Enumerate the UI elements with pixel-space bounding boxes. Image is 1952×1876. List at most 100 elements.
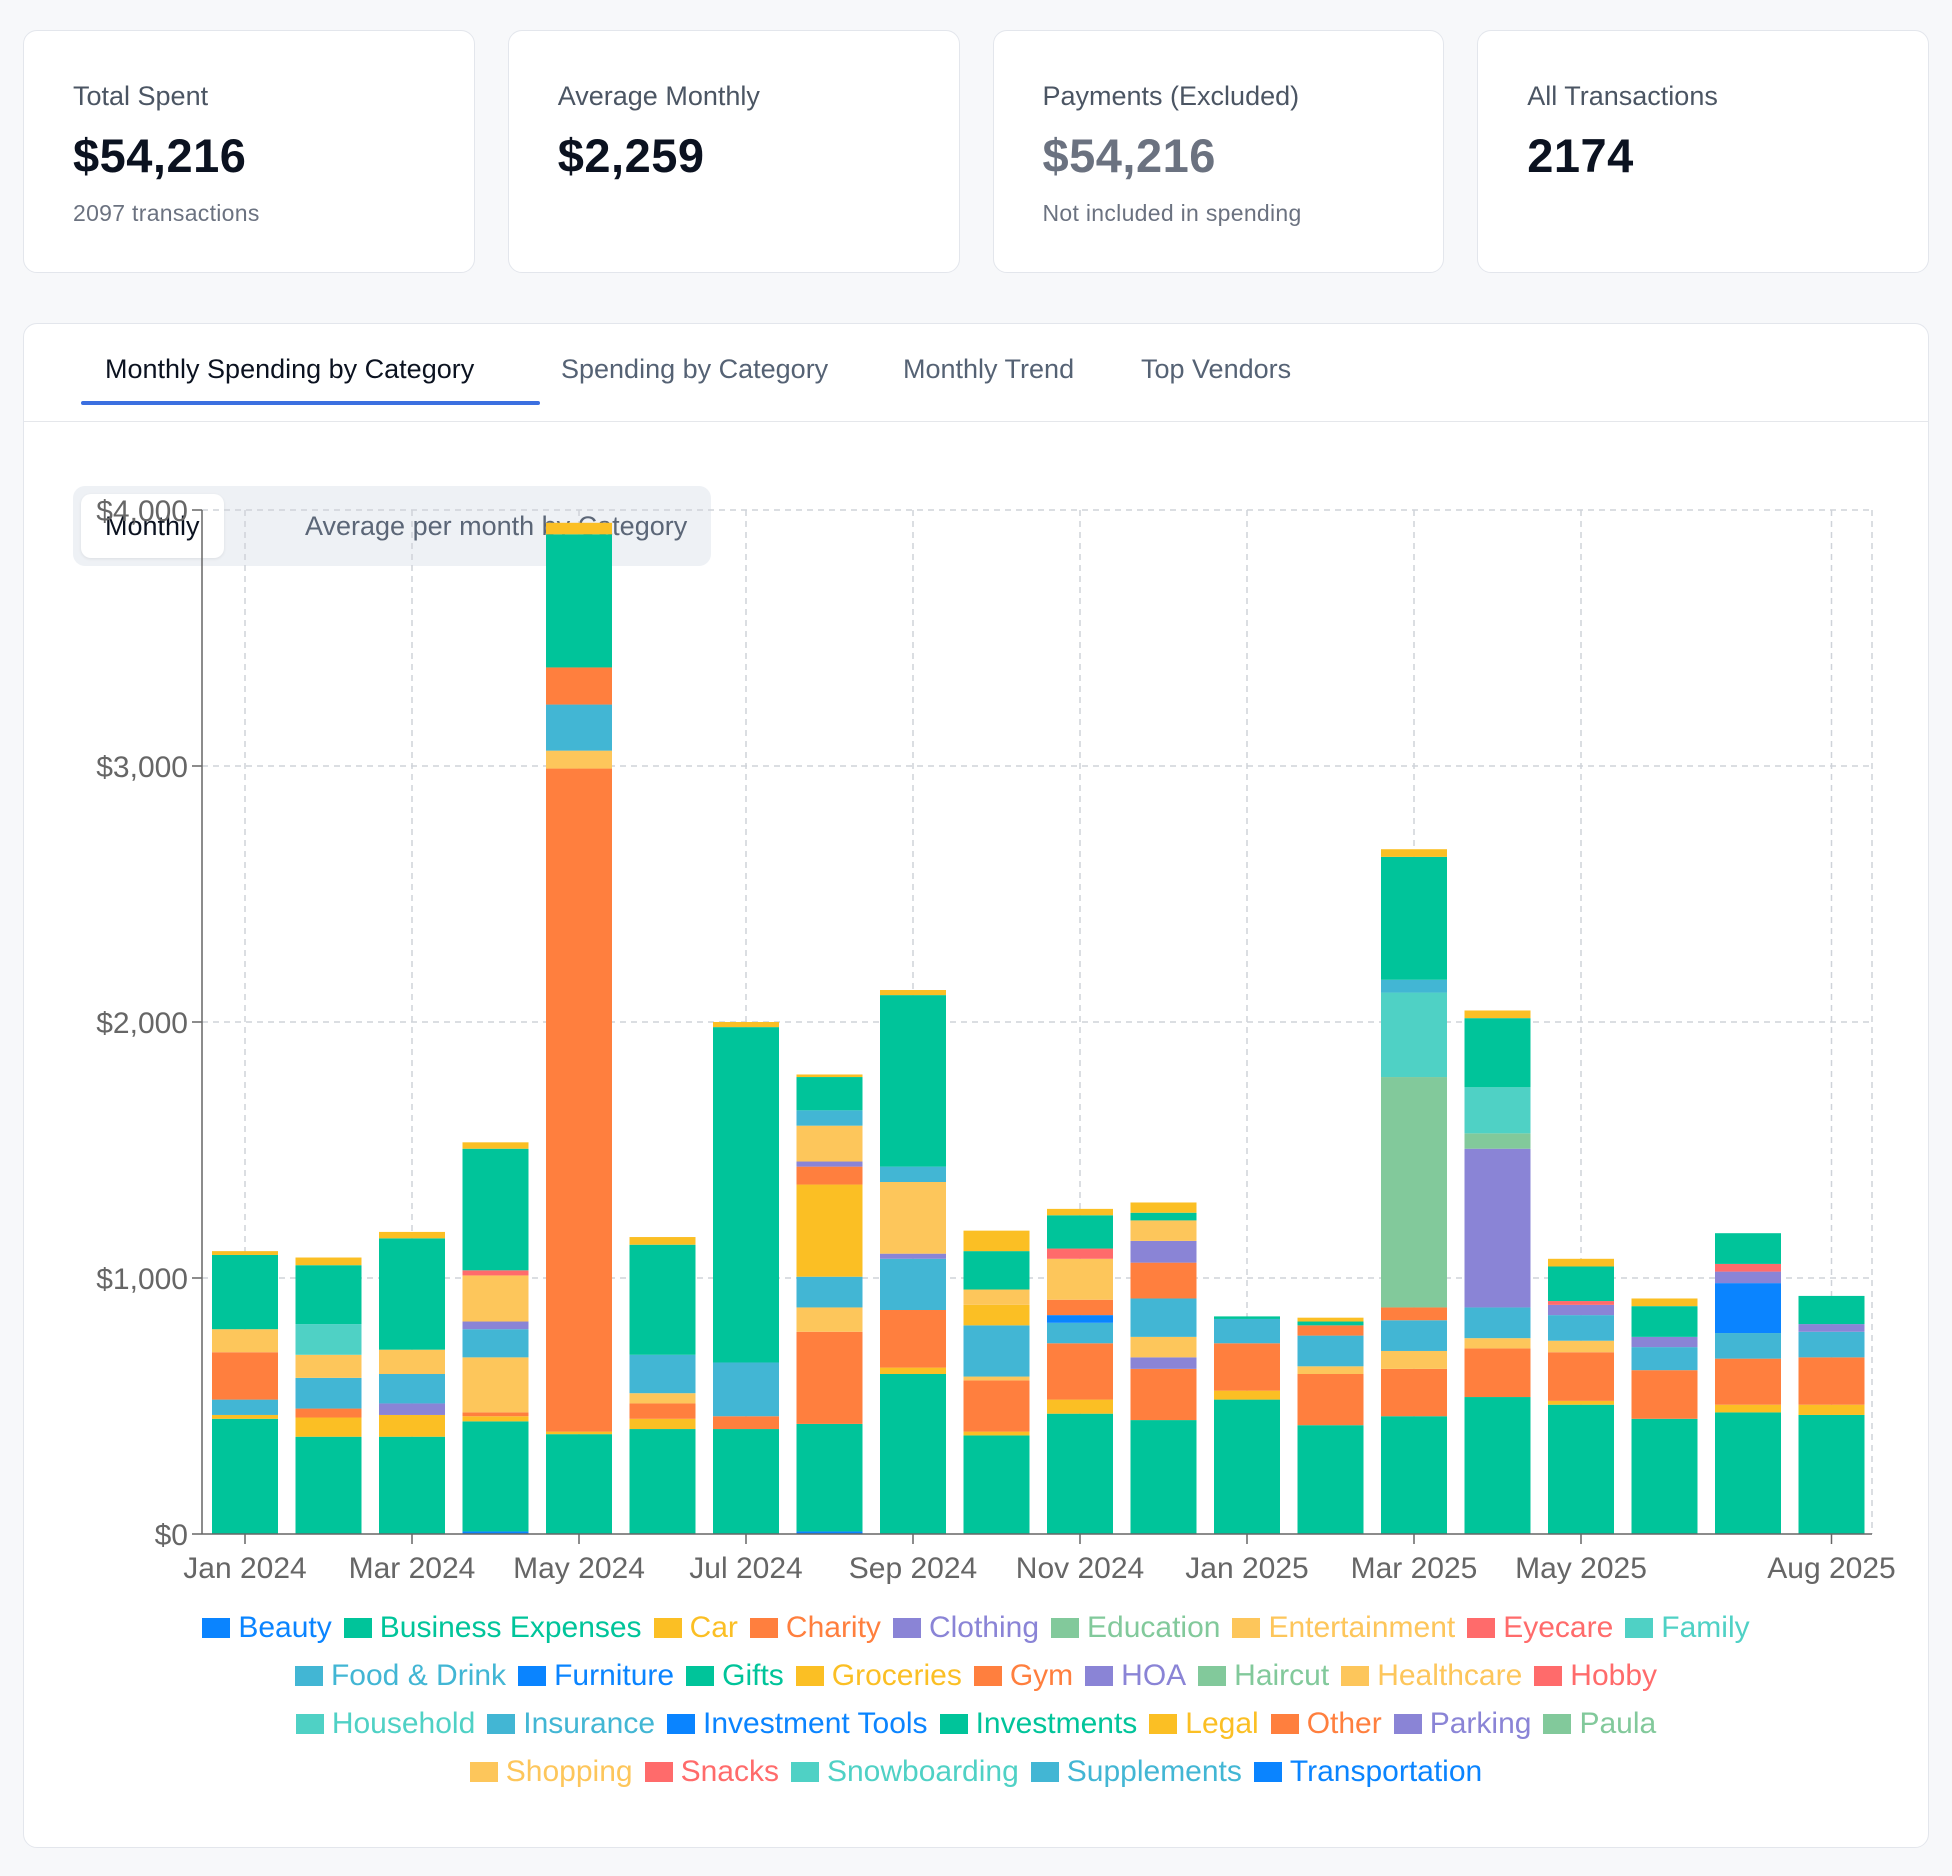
legend-label: Haircut xyxy=(1234,1659,1330,1692)
legend-item[interactable]: Family xyxy=(1625,1611,1750,1645)
legend-item[interactable]: Supplements xyxy=(1030,1755,1242,1789)
legend-item[interactable]: Eyecare xyxy=(1467,1611,1613,1645)
bar-segment xyxy=(713,1416,779,1430)
legend-item[interactable]: Clothing xyxy=(892,1611,1040,1645)
bar-segment xyxy=(1715,1333,1781,1359)
bar-segment xyxy=(880,1258,946,1310)
legend-swatch xyxy=(1253,1762,1282,1782)
bar-segment xyxy=(295,1324,362,1355)
legend-item[interactable]: Paula xyxy=(1543,1707,1656,1741)
legend-row: Food & Drink Furniture Gifts Groceries Gym HO… xyxy=(24,1652,1928,1700)
legend-item[interactable]: Furniture xyxy=(518,1659,674,1693)
legend-swatch xyxy=(644,1762,673,1782)
bar-segment xyxy=(1798,1414,1865,1534)
bar-segment xyxy=(546,1434,612,1534)
legend-item[interactable]: Beauty xyxy=(202,1611,332,1645)
bar-segment xyxy=(1548,1304,1614,1316)
bar-segment xyxy=(713,1429,779,1534)
card-value: $54,216 xyxy=(73,129,247,182)
total-spent-card: Total Spent $54,216 2097 transactions xyxy=(23,30,475,273)
legend-swatch xyxy=(1393,1714,1422,1734)
legend-item[interactable]: Charity xyxy=(749,1611,881,1645)
legend-item[interactable]: HOA xyxy=(1085,1659,1186,1693)
bar-segment xyxy=(295,1417,362,1437)
bar-segment xyxy=(1297,1425,1364,1534)
legend-label: Education xyxy=(1087,1611,1221,1644)
legend-item[interactable]: Healthcare xyxy=(1341,1659,1522,1693)
legend-item[interactable]: Investment Tools xyxy=(667,1707,928,1741)
tab-spending-by-category[interactable]: Spending by Category xyxy=(561,354,829,384)
tab-monthly-spending-by-category[interactable]: Monthly Spending by Category xyxy=(105,354,475,384)
chart-legend: Beauty Business Expenses Car Charity Clothin… xyxy=(24,1604,1928,1796)
legend-item[interactable]: Household xyxy=(295,1707,475,1741)
payments-excluded-card: Payments (Excluded) $54,216 Not included… xyxy=(992,30,1445,273)
legend-item[interactable]: Insurance xyxy=(487,1707,655,1741)
legend-row: Household Insurance Investment Tools Invest… xyxy=(24,1700,1928,1748)
legend-label: Family xyxy=(1661,1611,1750,1644)
bar-segment xyxy=(1130,1420,1197,1534)
bar-segment xyxy=(1047,1343,1113,1400)
legend-item[interactable]: Haircut xyxy=(1198,1659,1329,1693)
bar-segment xyxy=(880,1367,946,1374)
bar-segment xyxy=(880,990,946,996)
bar-segment xyxy=(462,1531,529,1534)
legend-item[interactable]: Legal xyxy=(1149,1707,1259,1741)
bar-segment xyxy=(1047,1258,1113,1300)
chart-tabs: Monthly Spending by Category Spending by… xyxy=(24,324,1928,422)
legend-item[interactable]: Shopping xyxy=(469,1755,633,1789)
card-label: Average Monthly xyxy=(557,81,760,111)
legend-label: Clothing xyxy=(928,1611,1040,1644)
card-subtext: Not included in spending xyxy=(1042,200,1302,226)
legend-swatch xyxy=(1467,1618,1496,1638)
legend-item[interactable]: Gym xyxy=(973,1659,1073,1693)
legend-item[interactable]: Education xyxy=(1051,1611,1220,1645)
monthly-toggle-button[interactable]: Monthly xyxy=(81,494,224,558)
legend-swatch xyxy=(1030,1762,1059,1782)
bar-segment xyxy=(462,1321,529,1330)
legend-label: Hobby xyxy=(1570,1659,1657,1692)
bar-segment xyxy=(1715,1358,1781,1405)
bar-segment xyxy=(1715,1412,1781,1534)
x-tick-label: Mar 2025 xyxy=(1351,1552,1478,1585)
bar-segment xyxy=(1381,992,1447,1078)
average-by-category-toggle-button[interactable]: Average per month by Category xyxy=(305,511,688,541)
bar-segment xyxy=(796,1077,863,1111)
card-label: All Transactions xyxy=(1527,81,1718,111)
legend-item[interactable]: Other xyxy=(1270,1707,1382,1741)
legend-swatch xyxy=(1543,1714,1572,1734)
legend-item[interactable]: Hobby xyxy=(1534,1659,1657,1693)
legend-item[interactable]: Investments xyxy=(939,1707,1137,1741)
legend-item[interactable]: Groceries xyxy=(795,1659,962,1693)
y-tick-label: $3,000 xyxy=(96,751,188,784)
tab-monthly-trend[interactable]: Monthly Trend xyxy=(903,354,1075,384)
bar-segment xyxy=(629,1354,696,1394)
bar-segment xyxy=(796,1423,863,1532)
legend-label: Groceries xyxy=(831,1659,962,1692)
summary-cards: Total Spent $54,216 2097 transactions Av… xyxy=(23,30,1929,273)
tab-top-vendors[interactable]: Top Vendors xyxy=(1141,354,1292,384)
legend-item[interactable]: Parking xyxy=(1393,1707,1531,1741)
legend-item[interactable]: Snacks xyxy=(644,1755,779,1789)
legend-item[interactable]: Business Expenses xyxy=(343,1611,642,1645)
bar-segment xyxy=(880,1182,946,1254)
x-tick-label: Jul 2024 xyxy=(689,1552,802,1585)
bar-segment xyxy=(462,1329,529,1358)
legend-item[interactable]: Snowboarding xyxy=(790,1755,1019,1789)
legend-item[interactable]: Transportation xyxy=(1253,1755,1482,1789)
legend-item[interactable]: Car xyxy=(653,1611,738,1645)
legend-swatch xyxy=(749,1618,778,1638)
bar-segment xyxy=(1548,1340,1614,1353)
bar-segment xyxy=(796,1074,863,1078)
bar-segment xyxy=(379,1374,445,1404)
legend-item[interactable]: Food & Drink xyxy=(294,1659,506,1693)
bar-segment xyxy=(1631,1336,1698,1348)
bar-segment xyxy=(1631,1306,1698,1337)
bar-segment xyxy=(1715,1271,1781,1284)
bar-segment xyxy=(1047,1322,1113,1344)
bar-segment xyxy=(295,1265,362,1325)
legend-item[interactable]: Entertainment xyxy=(1232,1611,1455,1645)
bar-segment xyxy=(796,1307,863,1332)
bar-segment xyxy=(796,1161,863,1167)
bar-segment xyxy=(1130,1240,1197,1263)
legend-item[interactable]: Gifts xyxy=(686,1659,784,1693)
